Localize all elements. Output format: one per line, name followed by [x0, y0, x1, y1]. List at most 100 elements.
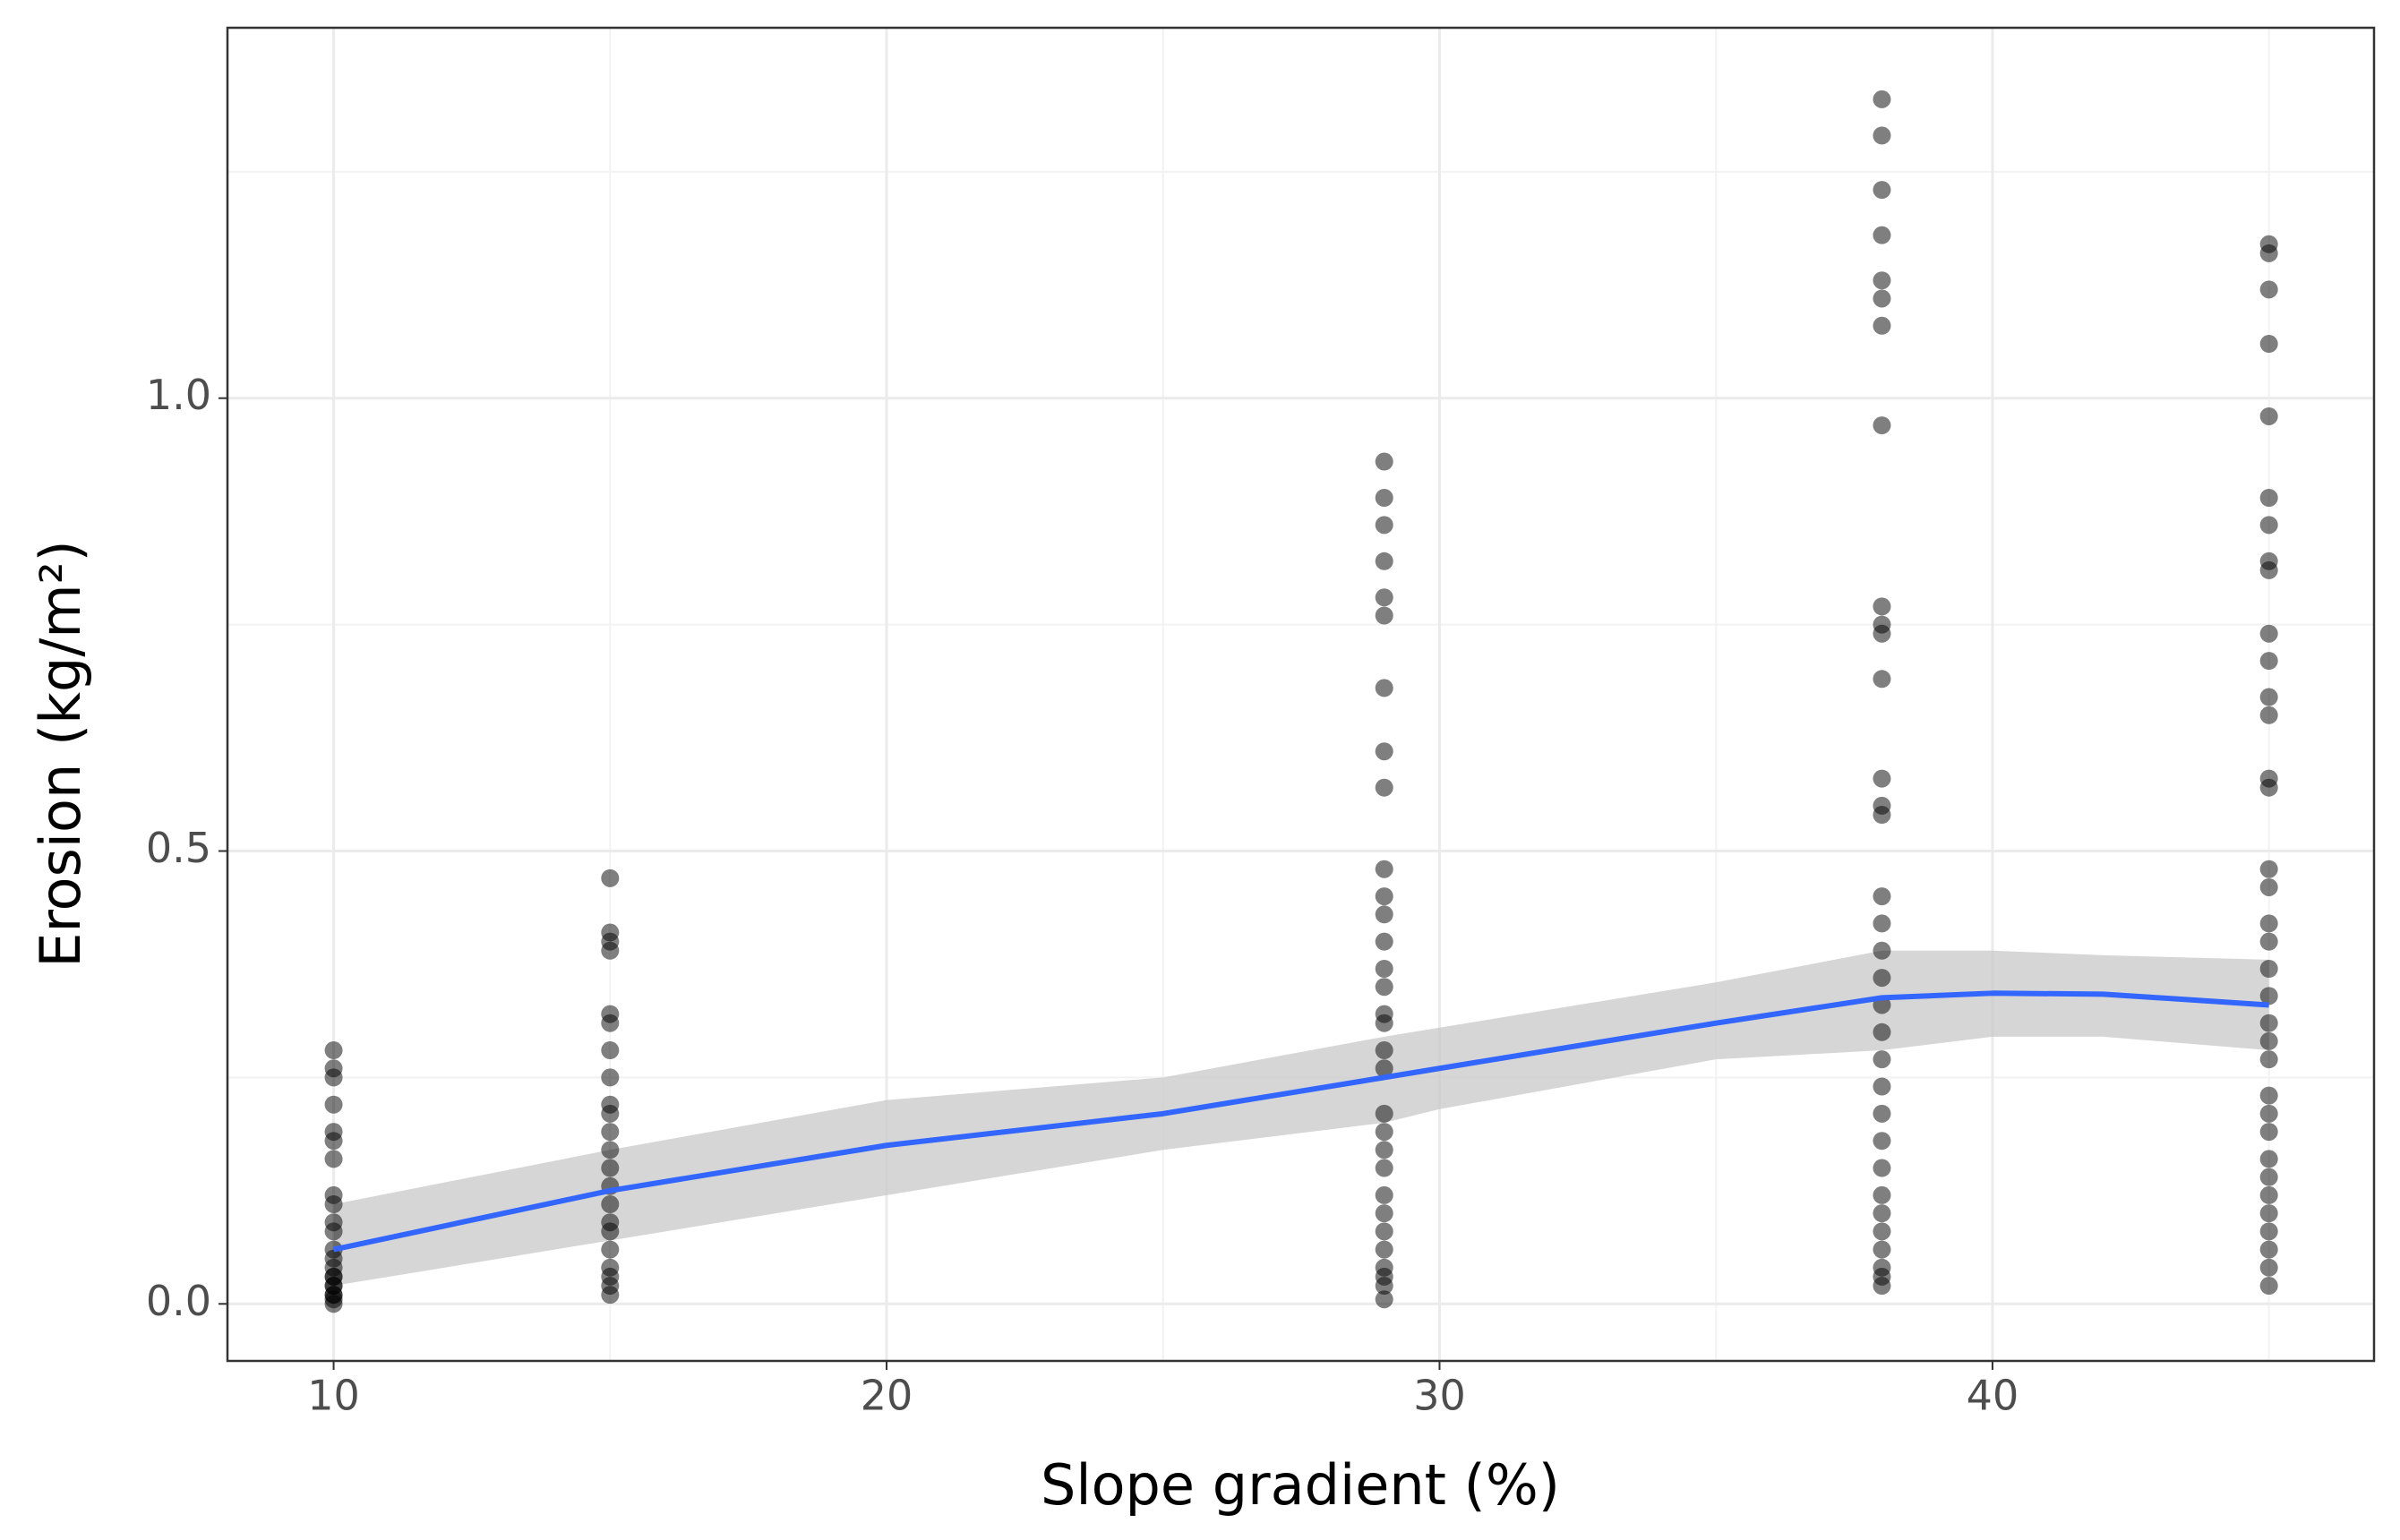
data-point	[1375, 1014, 1393, 1032]
data-point	[1375, 452, 1393, 471]
data-point	[601, 1195, 620, 1214]
data-point	[601, 868, 620, 887]
data-point	[324, 1041, 343, 1060]
plot-border	[226, 26, 2376, 1363]
data-point	[2259, 914, 2278, 933]
data-point	[1873, 316, 1891, 335]
x-tick-label: 30	[1413, 1372, 1466, 1420]
data-point	[1873, 90, 1891, 108]
data-point	[1873, 597, 1891, 616]
data-point	[1375, 887, 1393, 906]
data-point	[1375, 1041, 1393, 1060]
data-point	[2259, 1185, 2278, 1204]
data-point	[601, 1104, 620, 1123]
confidence-band	[333, 950, 2269, 1287]
data-point	[1375, 959, 1393, 978]
data-point	[1375, 1204, 1393, 1223]
data-point	[1873, 1077, 1891, 1096]
data-point	[1873, 1159, 1891, 1177]
data-point	[2259, 244, 2278, 262]
data-point	[601, 1240, 620, 1259]
data-point	[324, 1195, 343, 1214]
data-point	[1873, 1050, 1891, 1069]
x-tick-label: 40	[1967, 1372, 2019, 1420]
data-point	[2259, 652, 2278, 671]
data-point	[1873, 1132, 1891, 1151]
x-tick-label: 20	[861, 1372, 913, 1420]
data-point	[2259, 778, 2278, 797]
data-point	[2259, 560, 2278, 579]
x-axis-title: Slope gradient (%)	[1041, 1452, 1560, 1518]
data-point	[1375, 1159, 1393, 1177]
data-point	[2259, 406, 2278, 425]
data-point	[1375, 1141, 1393, 1159]
data-point	[1375, 742, 1393, 761]
data-point	[1375, 932, 1393, 951]
data-point	[1375, 1104, 1393, 1123]
data-point	[1375, 588, 1393, 607]
data-point	[2259, 877, 2278, 896]
data-point	[2259, 1050, 2278, 1069]
y-axis-title: Erosion (kg/m²)	[28, 540, 93, 967]
data-point	[2259, 1168, 2278, 1186]
data-point	[2259, 488, 2278, 507]
data-point	[2259, 624, 2278, 643]
y-tick-label: 0.5	[146, 824, 211, 872]
data-point	[1873, 769, 1891, 788]
data-point	[1873, 289, 1891, 308]
data-point	[1375, 860, 1393, 878]
data-point	[1375, 1059, 1393, 1078]
data-point	[324, 1222, 343, 1241]
data-point	[1873, 226, 1891, 244]
data-point	[1375, 488, 1393, 507]
data-point	[1375, 1240, 1393, 1259]
data-point	[2259, 706, 2278, 724]
data-point	[1873, 914, 1891, 933]
data-point	[324, 1150, 343, 1168]
data-point	[1375, 778, 1393, 797]
data-point	[2259, 860, 2278, 878]
data-point	[1873, 126, 1891, 145]
data-point	[2259, 1150, 2278, 1168]
data-point	[1375, 1185, 1393, 1204]
data-point	[1873, 1240, 1891, 1259]
y-tick-label: 1.0	[146, 371, 211, 419]
data-point	[1873, 416, 1891, 435]
data-point	[601, 941, 620, 960]
data-point	[2259, 932, 2278, 951]
data-point	[324, 1095, 343, 1114]
data-point	[2259, 1014, 2278, 1032]
y-tick-label: 0.0	[146, 1277, 211, 1325]
data-point	[1873, 1204, 1891, 1223]
data-point	[1873, 1277, 1891, 1296]
data-point	[1375, 1123, 1393, 1142]
data-point	[2259, 1031, 2278, 1050]
smooth-line	[332, 990, 2269, 1253]
data-point	[1873, 1185, 1891, 1204]
data-point	[1375, 1222, 1393, 1241]
data-point	[2259, 987, 2278, 1005]
data-point	[1873, 1222, 1891, 1241]
data-point	[2259, 335, 2278, 354]
data-point	[2259, 1086, 2278, 1105]
data-point	[1375, 679, 1393, 697]
data-point	[2259, 1277, 2278, 1296]
data-point	[1375, 905, 1393, 924]
data-point	[324, 1132, 343, 1151]
data-point	[1375, 1277, 1393, 1296]
data-point	[601, 1141, 620, 1159]
data-point	[1873, 624, 1891, 643]
data-point	[1375, 552, 1393, 570]
data-point	[2259, 1123, 2278, 1142]
data-point	[601, 1068, 620, 1087]
x-tick-label: 10	[307, 1372, 360, 1420]
data-point	[601, 1014, 620, 1032]
data-point	[1873, 271, 1891, 290]
data-point	[1873, 969, 1891, 988]
data-point	[324, 1068, 343, 1087]
data-point	[1873, 806, 1891, 825]
data-point	[1873, 1022, 1891, 1041]
data-point	[1873, 181, 1891, 200]
